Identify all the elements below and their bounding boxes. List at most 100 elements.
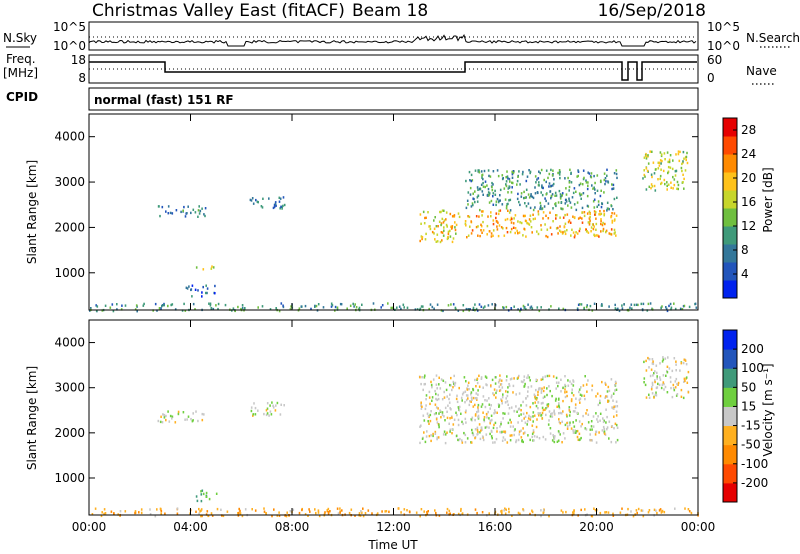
echo-cell — [443, 396, 446, 399]
echo-cell — [465, 380, 467, 383]
echo-cell — [551, 439, 554, 442]
echo-cell — [539, 207, 541, 211]
echo-cell — [469, 186, 472, 190]
echo-cell — [542, 186, 544, 190]
echo-cell — [565, 187, 567, 190]
echo-cell — [587, 231, 590, 234]
echo-cell — [565, 510, 567, 514]
echo-cell — [608, 232, 611, 235]
echo-cell — [170, 303, 172, 307]
echo-cell — [643, 377, 646, 380]
echo-cell — [241, 514, 244, 518]
echo-cell — [554, 191, 557, 195]
echo-cell — [520, 195, 523, 198]
echo-cell — [274, 202, 277, 205]
echo-cell — [472, 433, 475, 437]
echo-cell — [461, 439, 463, 442]
echo-cell — [598, 213, 600, 216]
echo-cell — [585, 305, 588, 309]
echo-cell — [440, 378, 443, 381]
echo-cell — [210, 307, 213, 310]
echo-cell — [643, 156, 646, 159]
echo-cell — [507, 191, 509, 194]
echo-cell — [585, 181, 588, 184]
echo-cell — [194, 308, 196, 311]
echo-cell — [493, 393, 495, 397]
echo-cell — [532, 420, 534, 423]
echo-cell — [557, 201, 560, 204]
echo-cell — [666, 365, 669, 368]
echo-cell — [425, 435, 428, 438]
echo-cell — [434, 509, 436, 512]
echo-cell — [431, 230, 434, 234]
echo-cell — [587, 171, 589, 174]
echo-cell — [602, 221, 604, 225]
power-ylabel: Slant Range [km] — [25, 160, 39, 264]
echo-cell — [561, 192, 564, 195]
echo-cell — [428, 390, 431, 394]
echo-cell — [201, 291, 203, 294]
echo-cell — [655, 364, 658, 367]
echo-cell — [183, 302, 185, 306]
echo-cell — [536, 306, 539, 309]
echo-cell — [341, 509, 343, 512]
echo-cell — [595, 228, 597, 231]
echo-cell — [660, 306, 662, 310]
echo-cell — [543, 178, 545, 182]
echo-cell — [477, 403, 480, 407]
echo-cell — [423, 376, 426, 379]
echo-cell — [205, 284, 207, 287]
echo-cell — [451, 215, 454, 218]
echo-cell — [435, 374, 438, 377]
echo-cell — [200, 514, 202, 518]
x-tick-label: 20:00 — [579, 520, 614, 534]
colorbar-swatch — [723, 444, 737, 465]
echo-cell — [468, 215, 471, 219]
echo-cell — [502, 306, 504, 309]
echo-cell — [482, 386, 484, 389]
nsky-line — [88, 33, 697, 47]
echo-cell — [579, 216, 581, 219]
echo-cell — [602, 227, 605, 231]
echo-cell — [683, 177, 685, 181]
echo-cell — [273, 205, 276, 209]
echo-cell — [534, 206, 536, 209]
echo-cell — [506, 394, 509, 398]
echo-cell — [647, 356, 649, 360]
echo-cell — [541, 377, 544, 381]
echo-cell — [460, 509, 462, 512]
echo-cell — [420, 402, 422, 406]
nsky-panel: N.Sky 10^5 10^0 10^5 10^0 N.Search — [3, 20, 800, 53]
echo-cell — [438, 514, 441, 517]
echo-cell — [467, 191, 470, 194]
echo-cell — [545, 234, 547, 238]
echo-cell — [595, 441, 598, 444]
echo-cell — [574, 410, 576, 413]
echo-cell — [421, 376, 423, 379]
echo-cell — [664, 182, 666, 186]
echo-cell — [435, 383, 438, 386]
echo-cell — [192, 302, 195, 306]
echo-cell — [503, 430, 505, 433]
echo-cell — [290, 305, 292, 308]
echo-cell — [433, 219, 435, 222]
echo-cell — [429, 225, 431, 228]
echo-cell — [615, 214, 618, 217]
echo-cell — [613, 228, 616, 232]
echo-cell — [278, 196, 281, 199]
colorbar-swatch — [723, 154, 737, 173]
echo-cell — [402, 303, 405, 306]
echo-cell — [476, 377, 479, 380]
freq-tick-top: 18 — [71, 53, 86, 67]
echo-cell — [605, 229, 608, 232]
echo-cell — [504, 198, 507, 201]
echo-cell — [419, 515, 421, 518]
echo-cell — [456, 413, 458, 417]
echo-cell — [476, 200, 479, 203]
echo-cell — [571, 391, 573, 395]
echo-cell — [531, 435, 533, 439]
echo-cell — [244, 508, 247, 511]
echo-cell — [498, 224, 501, 227]
echo-cell — [659, 177, 661, 181]
